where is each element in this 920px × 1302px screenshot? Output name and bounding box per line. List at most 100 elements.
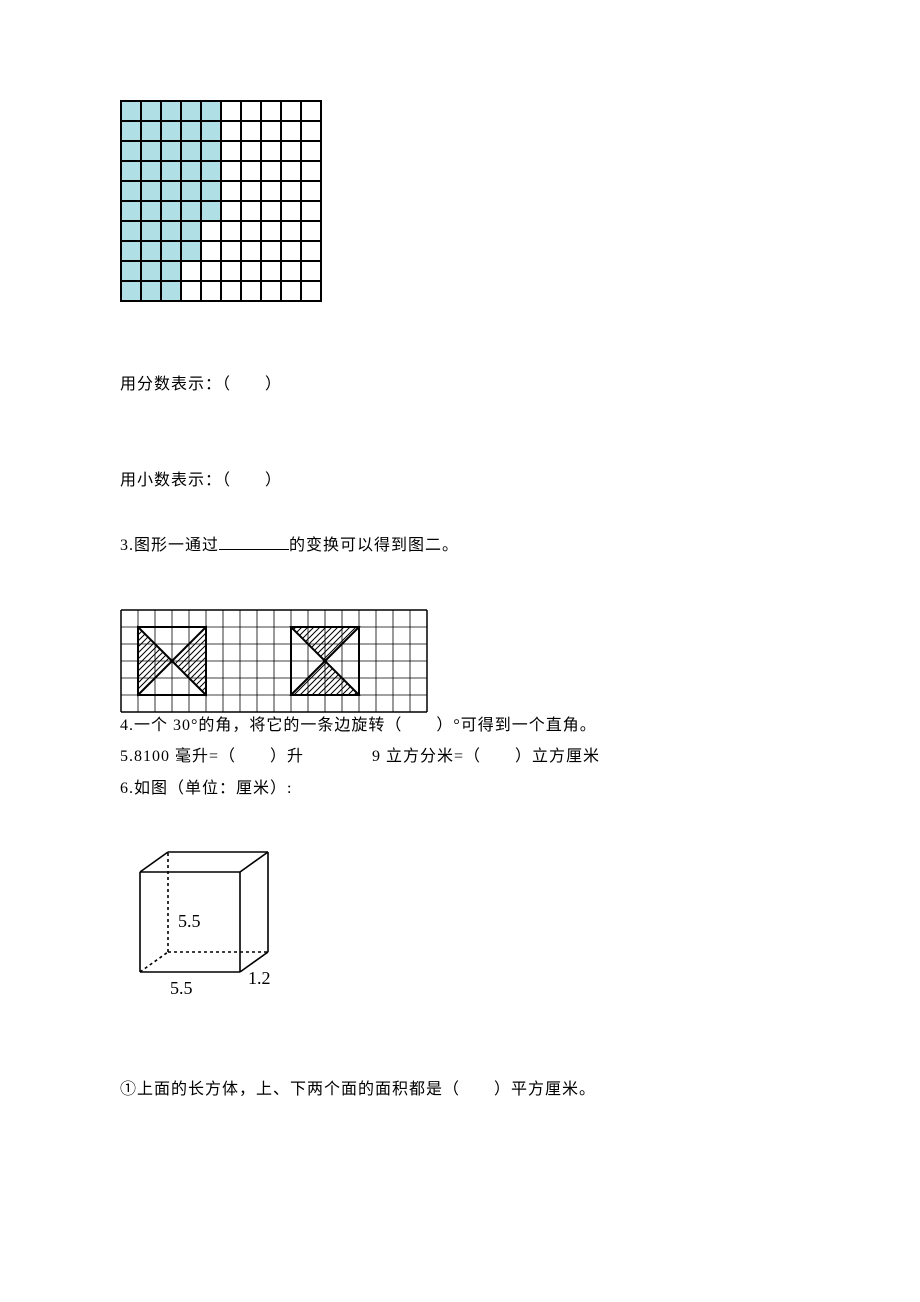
- grid-cell: [281, 141, 301, 161]
- grid-cell: [281, 101, 301, 121]
- grid-cell: [181, 101, 201, 121]
- grid-cell: [181, 281, 201, 301]
- grid-cell: [141, 201, 161, 221]
- grid-cell: [281, 241, 301, 261]
- grid-cell: [261, 121, 281, 141]
- grid-cell: [161, 281, 181, 301]
- grid-cell: [121, 261, 141, 281]
- grid-cell: [281, 281, 301, 301]
- grid-cell: [141, 181, 161, 201]
- grid-cell: [161, 161, 181, 181]
- grid-cell: [161, 101, 181, 121]
- grid-cell: [241, 121, 261, 141]
- grid-cell: [201, 101, 221, 121]
- grid-cell: [181, 261, 201, 281]
- grid-cell: [201, 161, 221, 181]
- grid-cell: [301, 161, 321, 181]
- q3-grid-svg: [120, 609, 428, 713]
- grid-cell: [121, 101, 141, 121]
- grid-cell: [221, 261, 241, 281]
- grid-cell: [121, 201, 141, 221]
- grid-cell: [281, 121, 301, 141]
- grid-cell: [261, 241, 281, 261]
- grid-cell: [201, 241, 221, 261]
- grid-cell: [301, 201, 321, 221]
- grid-cell: [241, 141, 261, 161]
- grid-cell: [301, 261, 321, 281]
- grid-cell: [241, 161, 261, 181]
- grid-cell: [281, 221, 301, 241]
- grid-cell: [281, 181, 301, 201]
- grid-cell: [281, 201, 301, 221]
- grid-cell: [161, 201, 181, 221]
- question-6: 6.如图（单位：厘米）:: [120, 776, 800, 802]
- grid-cell: [221, 121, 241, 141]
- grid-figure-shaded: [120, 100, 800, 302]
- grid-cell: [141, 121, 161, 141]
- grid-cell: [161, 141, 181, 161]
- grid-cell: [241, 181, 261, 201]
- grid-cell: [301, 101, 321, 121]
- grid-cell: [301, 181, 321, 201]
- grid-cell: [161, 261, 181, 281]
- grid-cell: [141, 141, 161, 161]
- grid-cell: [121, 121, 141, 141]
- svg-text:5.5: 5.5: [178, 911, 201, 931]
- grid-cell: [181, 121, 201, 141]
- grid-cell: [221, 101, 241, 121]
- grid-cell: [261, 181, 281, 201]
- grid-cell: [241, 261, 261, 281]
- grid-cell: [141, 241, 161, 261]
- grid-cell: [221, 161, 241, 181]
- grid-cell: [161, 221, 181, 241]
- grid-cell: [261, 201, 281, 221]
- grid-cell: [281, 261, 301, 281]
- grid-cell: [261, 221, 281, 241]
- q3-prefix: 3.图形一通过: [120, 537, 219, 554]
- grid-cell: [161, 181, 181, 201]
- grid-cell: [221, 181, 241, 201]
- question-3: 3.图形一通过 的变换可以得到图二。: [120, 533, 800, 559]
- grid-cell: [181, 201, 201, 221]
- question-5: 5.8100 毫升=（ ）升 9 立方分米=（ ）立方厘米: [120, 744, 800, 770]
- grid-cell: [241, 201, 261, 221]
- grid-cell: [121, 181, 141, 201]
- grid-cell: [241, 241, 261, 261]
- grid-cell: [201, 261, 221, 281]
- grid-cell: [301, 241, 321, 261]
- grid-cell: [121, 161, 141, 181]
- grid-cell: [301, 281, 321, 301]
- grid-cell: [201, 221, 221, 241]
- question-4: 4.一个 30°的角，将它的一条边旋转（ ）°可得到一个直角。: [120, 713, 800, 739]
- q3-suffix: 的变换可以得到图二。: [289, 537, 459, 554]
- grid-cell: [181, 221, 201, 241]
- grid-cell: [221, 241, 241, 261]
- grid-cell: [121, 221, 141, 241]
- grid-cell: [141, 101, 161, 121]
- grid-cell: [201, 141, 221, 161]
- grid-cell: [141, 261, 161, 281]
- grid-cell: [221, 221, 241, 241]
- grid-cell: [301, 121, 321, 141]
- cube-svg: 5.5 5.5 1.2: [130, 842, 310, 1012]
- grid-cell: [221, 141, 241, 161]
- grid-cell: [261, 261, 281, 281]
- grid-cell: [301, 221, 321, 241]
- figure-cube: 5.5 5.5 1.2: [130, 842, 800, 1017]
- grid-cell: [121, 241, 141, 261]
- line-decimal: 用小数表示：（ ）: [120, 468, 800, 494]
- grid-cell: [121, 281, 141, 301]
- line-fraction: 用分数表示：（ ）: [120, 372, 800, 398]
- grid-cell: [161, 241, 181, 261]
- svg-text:1.2: 1.2: [248, 968, 271, 988]
- grid-cell: [201, 281, 221, 301]
- svg-text:5.5: 5.5: [170, 978, 193, 998]
- grid-cell: [281, 161, 301, 181]
- q3-blank: [219, 534, 289, 550]
- grid-cell: [181, 241, 201, 261]
- grid-cell: [141, 281, 161, 301]
- grid-cell: [161, 121, 181, 141]
- grid-cell: [261, 101, 281, 121]
- grid-cell: [221, 201, 241, 221]
- grid-cell: [201, 181, 221, 201]
